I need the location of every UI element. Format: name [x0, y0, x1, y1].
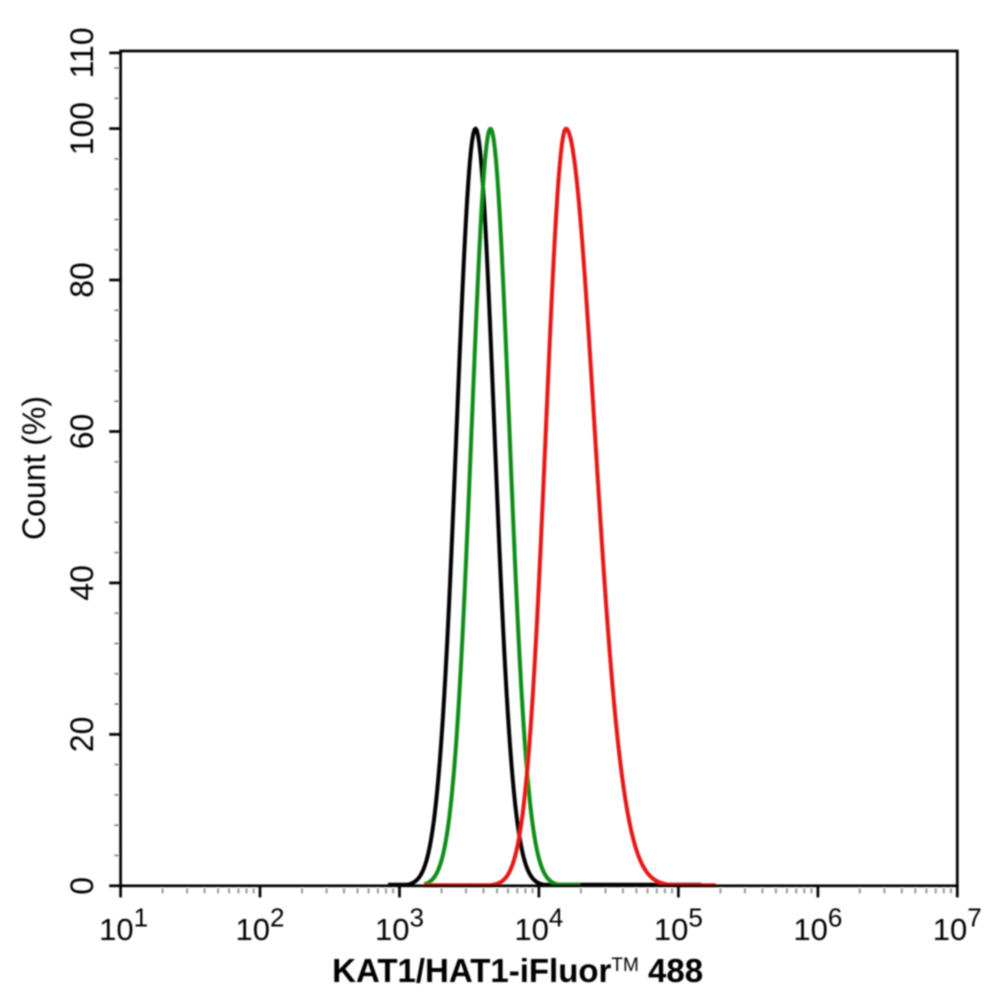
svg-text:100: 100	[64, 102, 100, 155]
svg-text:60: 60	[64, 414, 100, 450]
svg-text:80: 80	[64, 262, 100, 298]
svg-text:20: 20	[64, 717, 100, 753]
svg-text:Count (%): Count (%)	[16, 396, 52, 540]
svg-text:40: 40	[64, 565, 100, 601]
svg-text:KAT1/HAT1-iFluorTM 488: KAT1/HAT1-iFluorTM 488	[332, 952, 703, 989]
svg-text:110: 110	[64, 27, 100, 78]
svg-text:0: 0	[64, 877, 100, 895]
